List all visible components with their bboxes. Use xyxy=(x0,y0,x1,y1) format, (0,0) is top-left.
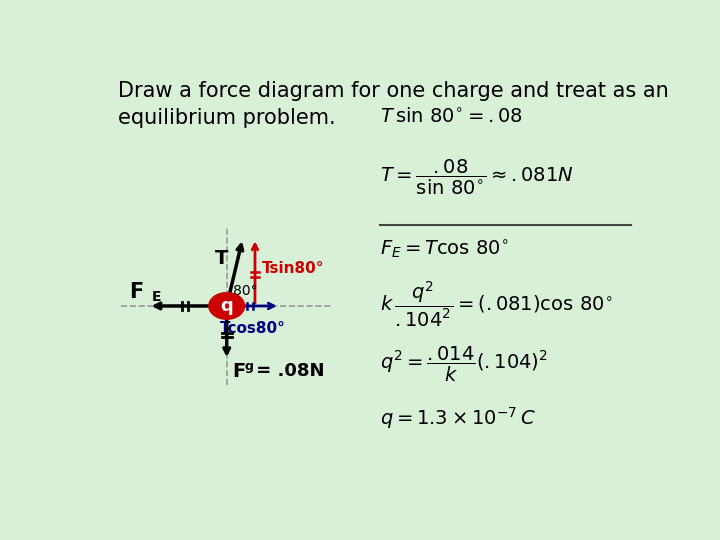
Text: T: T xyxy=(215,249,229,268)
Text: Draw a force diagram for one charge and treat as an
equilibrium problem.: Draw a force diagram for one charge and … xyxy=(118,82,669,128)
Text: $q = 1.3\times10^{-7}\,C$: $q = 1.3\times10^{-7}\,C$ xyxy=(380,406,536,431)
Text: 80°: 80° xyxy=(233,285,258,299)
Text: F: F xyxy=(129,282,143,302)
Circle shape xyxy=(209,293,245,319)
Text: g: g xyxy=(245,360,253,374)
Text: $k\,\dfrac{q^2}{.104^2} = (.081)\cos\,80^{\circ}$: $k\,\dfrac{q^2}{.104^2} = (.081)\cos\,80… xyxy=(380,279,613,329)
Text: Tsin80°: Tsin80° xyxy=(261,260,324,275)
Text: E: E xyxy=(151,290,161,304)
Text: $q^2 = \dfrac{.014}{k}(.104)^2$: $q^2 = \dfrac{.014}{k}(.104)^2$ xyxy=(380,345,548,384)
Text: q: q xyxy=(220,297,233,315)
Text: $F_E = T\cos\,80^{\circ}$: $F_E = T\cos\,80^{\circ}$ xyxy=(380,239,509,261)
Text: $T\,\sin\,80^{\circ} = .08$: $T\,\sin\,80^{\circ} = .08$ xyxy=(380,107,523,126)
Text: = .08N: = .08N xyxy=(250,362,325,380)
Text: $T = \dfrac{.08}{\sin\,80^{\circ}} \approx .081N$: $T = \dfrac{.08}{\sin\,80^{\circ}} \appr… xyxy=(380,158,574,197)
Text: F: F xyxy=(233,362,246,381)
Text: Tcos80°: Tcos80° xyxy=(220,321,286,335)
